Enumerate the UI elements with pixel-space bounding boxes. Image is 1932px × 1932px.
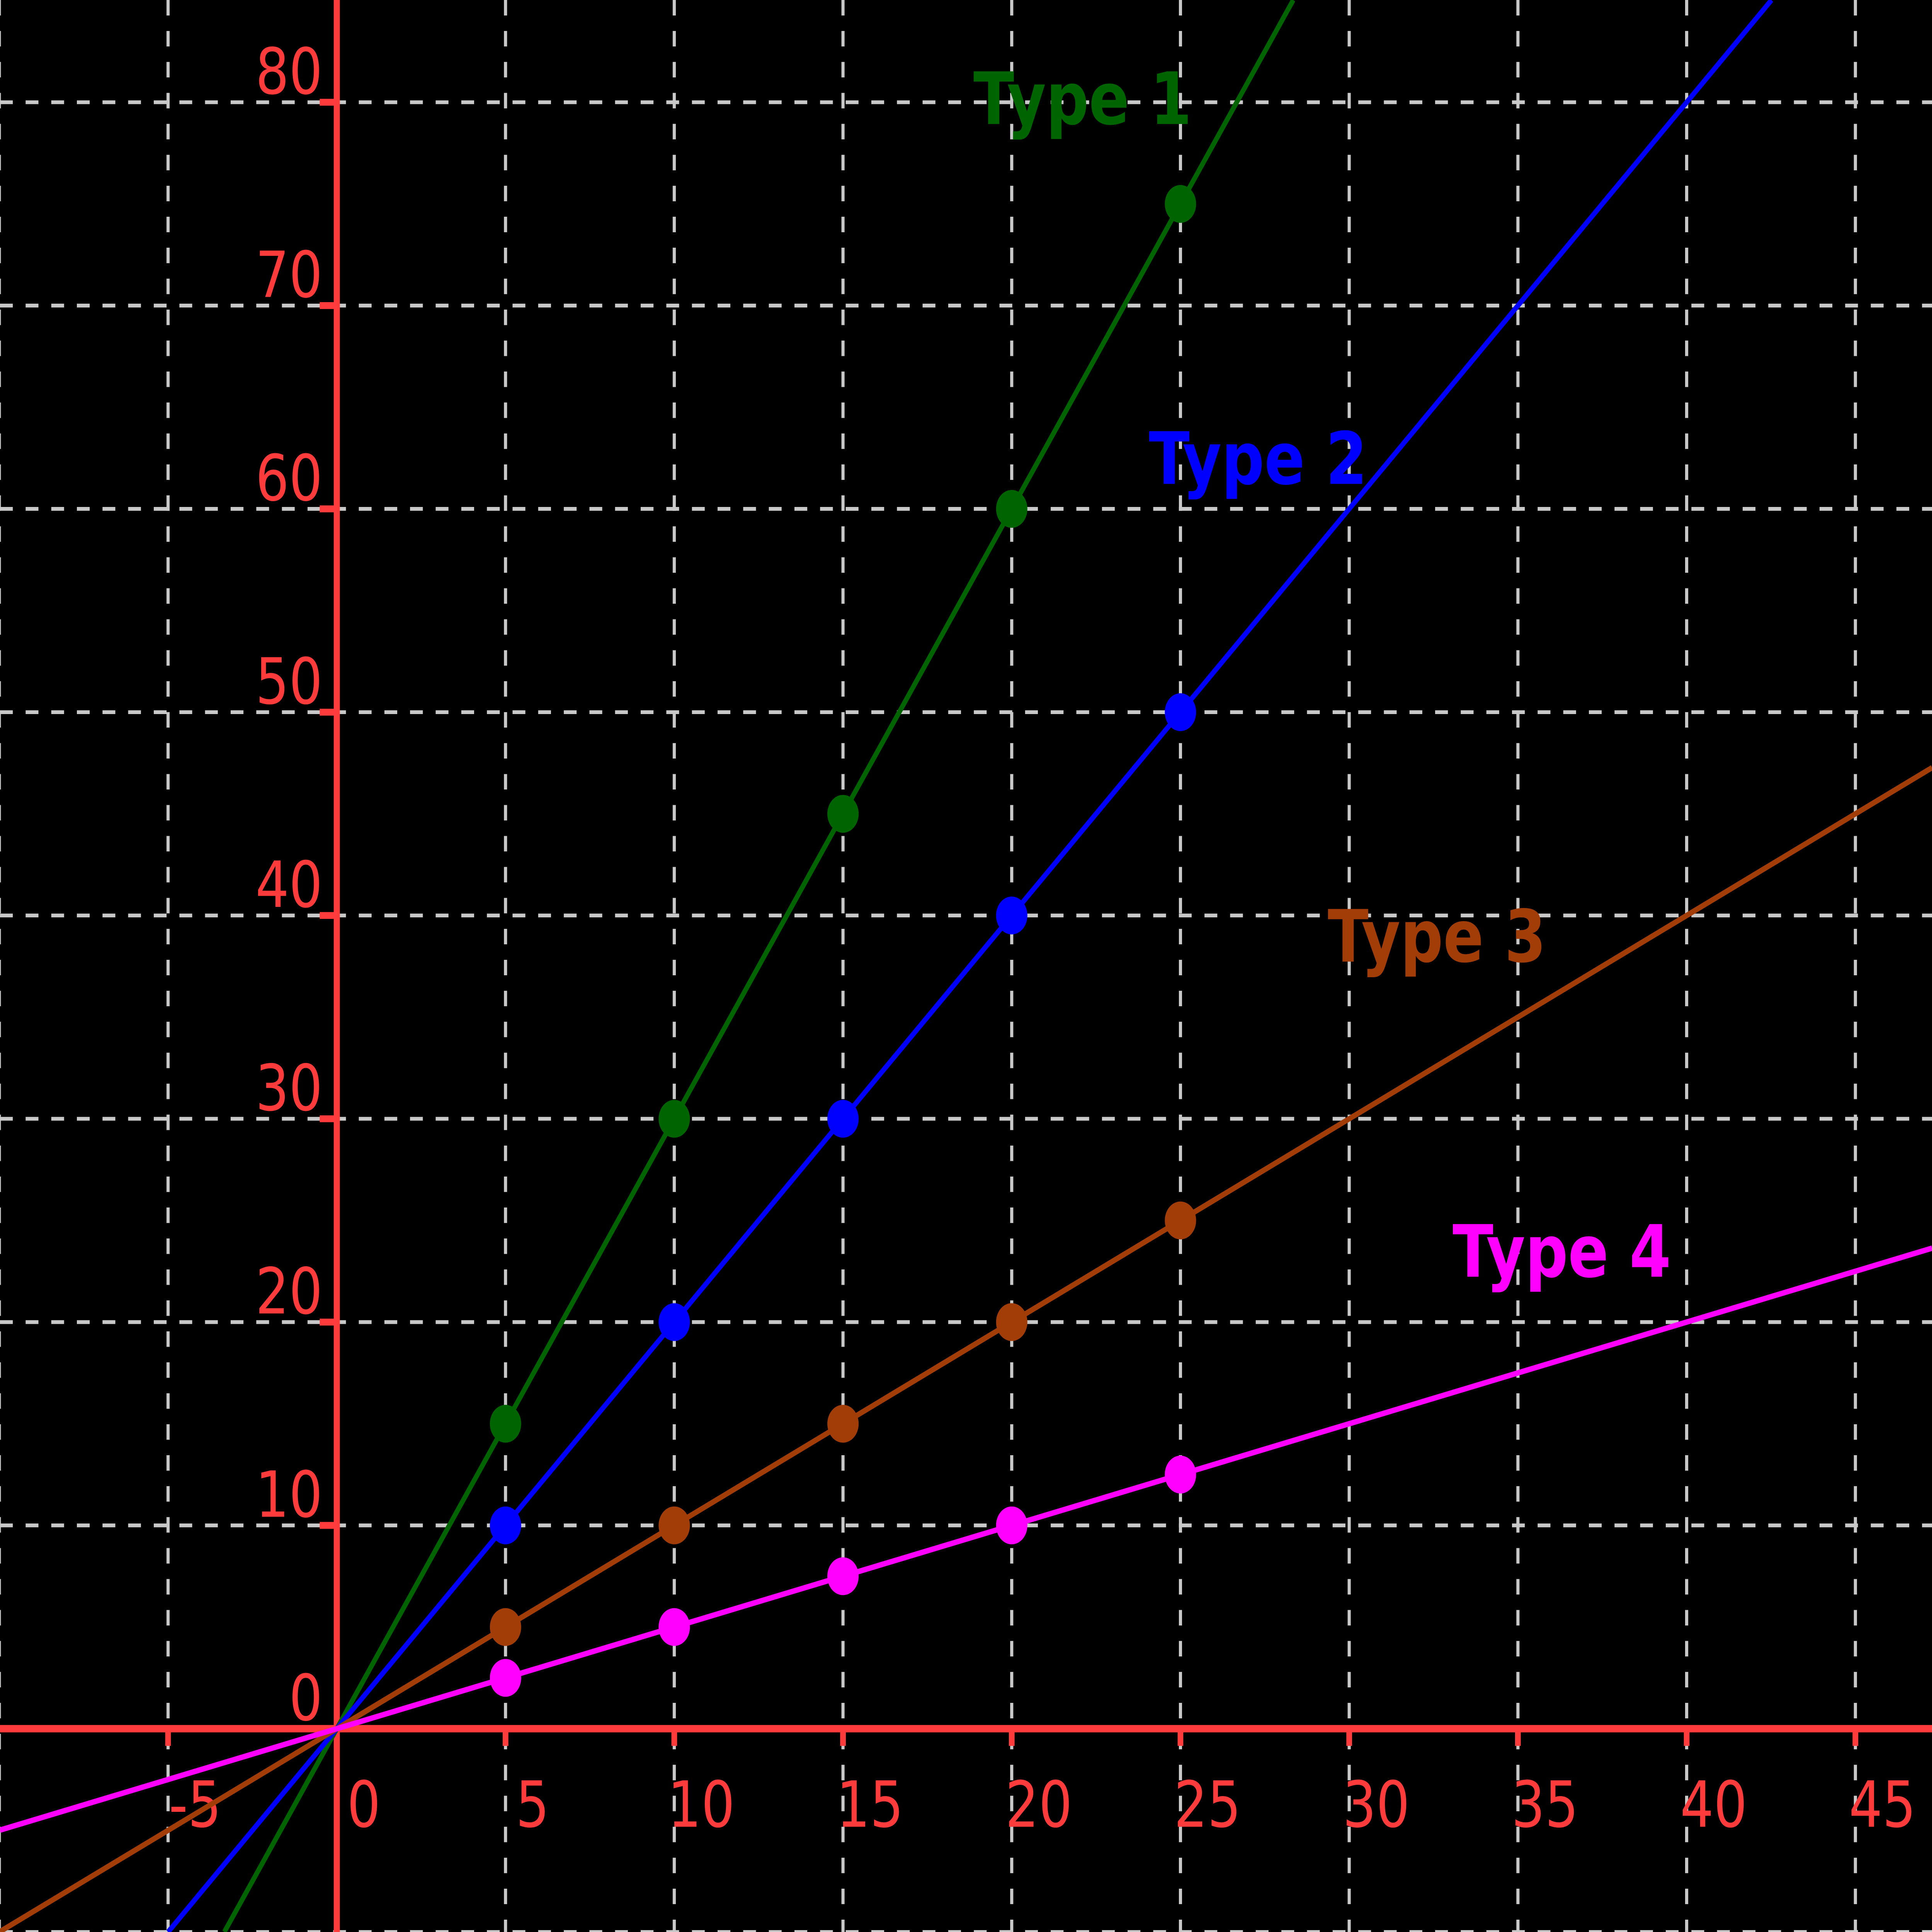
- data-point-type-4-x20: [996, 1506, 1027, 1544]
- series-line-type-1: [222, 0, 1295, 1932]
- data-point-type-1-x10: [658, 1100, 690, 1138]
- x-tick-label-5: 5: [516, 1768, 549, 1842]
- series-label-type-1: Type 1: [973, 58, 1192, 141]
- data-point-type-3-x20: [996, 1303, 1027, 1341]
- series-line-type-4: [0, 1245, 1932, 1833]
- series-label-type-3: Type 3: [1328, 895, 1546, 979]
- x-tick-label-20: 20: [1005, 1768, 1072, 1842]
- series-line-type-3: [0, 765, 1932, 1932]
- y-tick-label-10: 10: [255, 1458, 322, 1532]
- y-tick-label-70: 70: [255, 238, 322, 312]
- y-tick-label-20: 20: [255, 1255, 322, 1329]
- data-point-type-1-x20: [996, 490, 1027, 528]
- y-tick-label-40: 40: [255, 848, 322, 922]
- data-point-type-4-x15: [827, 1557, 859, 1595]
- y-tick-label-80: 80: [255, 35, 322, 109]
- y-tick-label-60: 60: [255, 441, 322, 515]
- series-labels-layer: Type 1 Type 2 Type 3 Type 4: [973, 58, 1671, 1294]
- data-point-type-2-x25: [1165, 693, 1196, 731]
- x-tick-label-45: 45: [1849, 1768, 1916, 1842]
- data-point-type-4-x5: [490, 1659, 521, 1697]
- data-point-type-3-x15: [827, 1405, 859, 1443]
- series-line-type-2: [166, 0, 1773, 1932]
- data-point-type-3-x25: [1165, 1201, 1196, 1240]
- data-point-type-4-x25: [1165, 1456, 1196, 1494]
- data-points-layer: [490, 185, 1196, 1697]
- series-label-type-4: Type 4: [1452, 1210, 1671, 1294]
- series-label-type-2: Type 2: [1149, 417, 1367, 501]
- y-tick-label-50: 50: [255, 645, 322, 719]
- data-point-type-4-x10: [658, 1608, 690, 1646]
- data-point-type-2-x5: [490, 1506, 521, 1544]
- data-point-type-1-x15: [827, 795, 859, 833]
- y-tick-label-30: 30: [255, 1051, 322, 1126]
- data-point-type-2-x15: [827, 1100, 859, 1138]
- x-tick-label-35: 35: [1512, 1768, 1578, 1842]
- x-tick-label-15: 15: [837, 1768, 903, 1842]
- data-point-type-1-x25: [1165, 185, 1196, 223]
- y-tick-label-0: 0: [289, 1661, 323, 1735]
- data-point-type-1-x5: [490, 1405, 521, 1443]
- data-point-type-2-x10: [658, 1303, 690, 1341]
- x-tick-label-40: 40: [1680, 1768, 1747, 1842]
- data-point-type-2-x20: [996, 896, 1027, 935]
- x-tick-label-10: 10: [668, 1768, 735, 1842]
- x-tick-label-30: 30: [1343, 1768, 1410, 1842]
- data-point-type-3-x10: [658, 1506, 690, 1544]
- x-tick-label-0: 0: [347, 1768, 381, 1842]
- x-tick-label-25: 25: [1174, 1768, 1241, 1842]
- data-point-type-3-x5: [490, 1608, 521, 1646]
